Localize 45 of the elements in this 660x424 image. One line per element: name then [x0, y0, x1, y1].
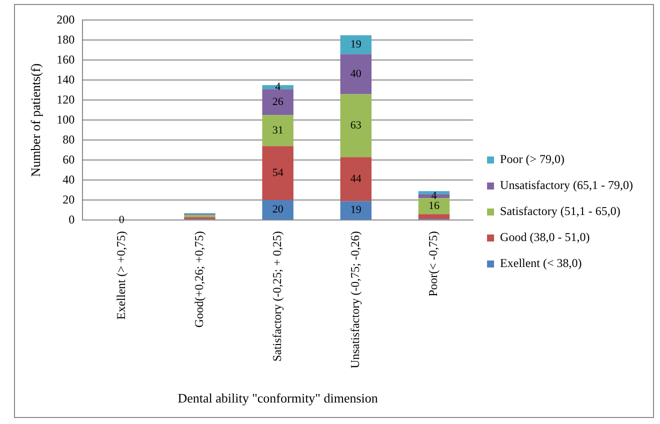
y-tick-label: 180	[56, 32, 75, 46]
y-tick-label: 40	[62, 172, 75, 186]
bar	[340, 35, 372, 54]
x-tick-label: Exellent (> +0,75)	[114, 231, 128, 320]
y-tick-label: 160	[56, 52, 75, 66]
legend-label: Exellent (< 38,0)	[500, 256, 582, 270]
data-label: 26	[272, 96, 284, 108]
legend-label: Satisfactory (51,1 - 65,0)	[500, 204, 620, 218]
bar	[340, 54, 372, 94]
legend-label: Unsatisfactory (65,1 - 79,0)	[500, 178, 634, 192]
x-tick-label: Unsatisfactory (-0,75; -0,26)	[348, 231, 362, 368]
x-tick-label: Satisfactory (-0,25; + 0,25)	[270, 231, 284, 362]
y-tick-label: 120	[56, 92, 75, 106]
y-tick-label: 80	[62, 132, 75, 146]
y-tick-label: 0	[68, 212, 75, 226]
legend-label: Poor (> 79,0)	[500, 152, 564, 166]
bar	[418, 198, 450, 214]
y-tick-label: 100	[56, 112, 75, 126]
legend-label: Good (38,0 - 51,0)	[500, 230, 590, 244]
data-label: 54	[272, 167, 284, 180]
bar	[262, 200, 294, 220]
bar	[418, 214, 450, 220]
x-axis-title: Dental ability "conformity" dimension	[178, 390, 378, 406]
data-label: 16	[428, 200, 440, 212]
y-tick-label: 60	[62, 152, 75, 166]
data-label: 19	[350, 38, 362, 51]
data-label: 63	[350, 120, 362, 132]
data-label: 40	[350, 68, 362, 80]
bar	[340, 94, 372, 158]
bar	[340, 201, 372, 220]
data-label: 0	[118, 214, 125, 226]
x-tick-label: Good(+0,26; +0,75)	[192, 231, 206, 328]
bar	[262, 146, 294, 200]
data-label: 19	[350, 204, 362, 216]
y-axis-title: Number of patients(f)	[28, 63, 44, 177]
y-tick-label: 140	[56, 72, 75, 86]
y-tick-label: 200	[56, 12, 75, 26]
data-label: 31	[272, 124, 284, 137]
bar	[340, 157, 372, 202]
data-label: 44	[350, 173, 362, 186]
bar	[262, 115, 294, 146]
data-label: 20	[272, 204, 284, 216]
y-tick-label: 20	[62, 192, 75, 206]
x-tick-label: Poor(< -0,75)	[426, 231, 440, 297]
bar	[262, 89, 294, 116]
